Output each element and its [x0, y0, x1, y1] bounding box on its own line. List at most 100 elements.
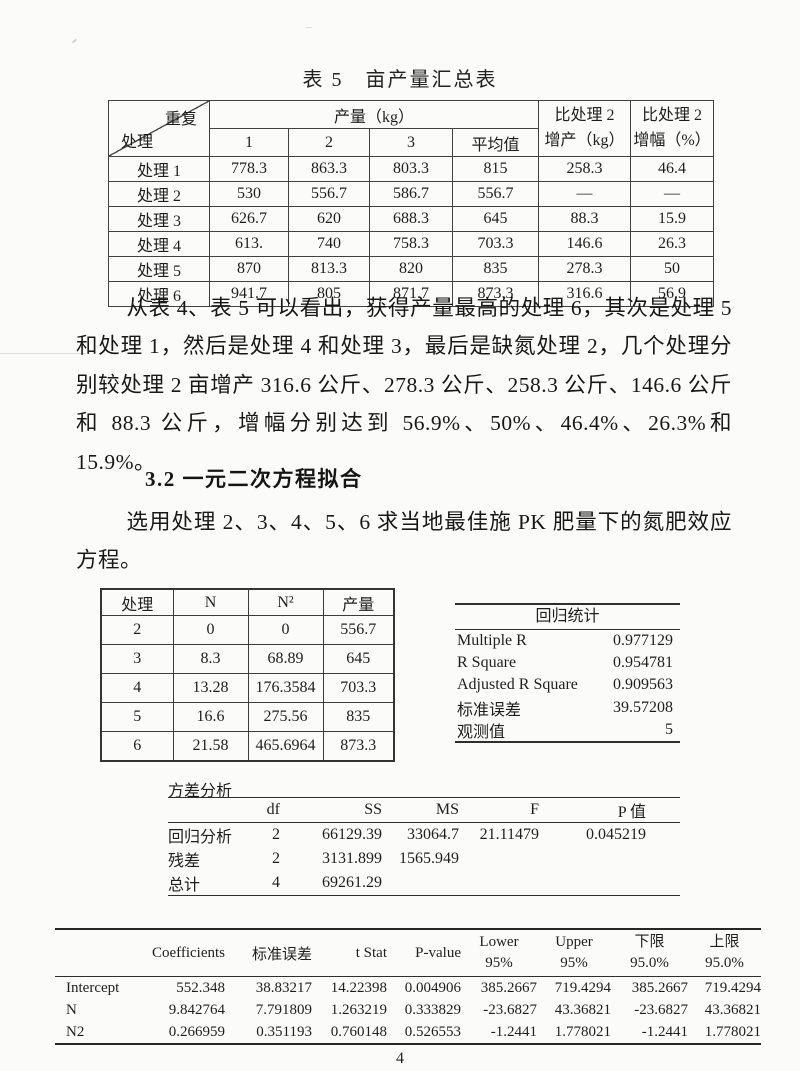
p-header: P 值: [539, 797, 680, 823]
cell: 278.3: [538, 256, 632, 282]
cell: 835: [451, 256, 540, 282]
corner-label-repeat: 重复: [164, 111, 197, 128]
cell: 1.263219: [330, 1001, 387, 1018]
rep2-header: 2: [288, 128, 370, 157]
f-header: F: [459, 797, 539, 823]
cell: 465.6964: [247, 731, 324, 762]
fit-data-table: 处理 N N² 产量 2 0 0 556.7 3 8.3 68.89 645 4…: [100, 588, 395, 762]
page-number: 4: [396, 1050, 404, 1067]
cell: 586.7: [369, 181, 453, 207]
cell: [539, 847, 680, 871]
cell: 88.3: [538, 206, 632, 232]
cell: 620: [288, 206, 370, 232]
lower-95-line2: 95%: [485, 955, 513, 971]
cell: 871.7: [369, 281, 453, 307]
table-row: 2 0 0 556.7: [100, 615, 395, 645]
cell: 43.36821: [554, 1001, 611, 1018]
cell: 275.56: [247, 702, 324, 732]
table-row: 处理 4 613. 740 758.3 703.3 146.6 26.3: [108, 231, 715, 257]
cell: -23.6827: [634, 1001, 688, 1018]
cell: 16.6: [172, 702, 249, 732]
cell: 6: [100, 731, 174, 762]
lower-limit-line2: 95.0%: [630, 955, 669, 971]
anova-table: df SS MS F P 值 回归分析 2 66129.39 33064.7 2…: [168, 797, 680, 896]
cell: 8.3: [172, 644, 249, 674]
row-label: Intercept: [66, 979, 120, 996]
std-error-header: 标准误差: [225, 929, 312, 977]
ms-header: MS: [382, 797, 459, 823]
cell: 870: [209, 256, 289, 282]
cell: -1.2441: [490, 1023, 537, 1040]
table-row: 6 21.58 465.6964 873.3: [100, 731, 395, 762]
cell: 1.778021: [554, 1023, 611, 1040]
stat-value: 0.977129: [613, 632, 673, 650]
empty-header: [55, 929, 135, 977]
scan-speck: [71, 38, 78, 44]
cell: [459, 847, 539, 871]
row-label: 残差: [168, 853, 201, 870]
row-label: N2: [66, 1023, 85, 1040]
cell: 385.2667: [480, 979, 537, 996]
cell: 813.3: [288, 256, 370, 282]
cell: 703.3: [322, 673, 395, 703]
cell: 645: [451, 206, 540, 232]
cell: 3: [100, 644, 174, 674]
stat-label: R Square: [457, 654, 517, 672]
upper-95-line2: 95%: [560, 955, 588, 971]
stat-label: Multiple R: [457, 632, 527, 650]
lower-limit-line1: 下限: [634, 934, 665, 950]
upper-limit-header: 上限 95.0%: [688, 929, 761, 977]
lower-95-line1: Lower: [479, 934, 519, 950]
stat-value: 0.909563: [613, 676, 673, 694]
table-row: 回归分析 2 66129.39 33064.7 21.11479 0.04521…: [168, 823, 680, 848]
t-stat-header: t Stat: [312, 929, 387, 977]
stat-row: Adjusted R Square 0.909563: [455, 674, 680, 696]
stat-row: 观测值 5: [455, 719, 680, 741]
table-row: 处理 5 870 813.3 820 835 278.3 50: [108, 256, 715, 282]
row-label: 回归分析: [168, 829, 233, 846]
cell: 38.83217: [255, 979, 312, 996]
cell: 3131.899: [322, 850, 382, 867]
diagonal-divider: [109, 101, 209, 156]
upper-limit-line1: 上限: [709, 934, 740, 950]
cell: 26.3: [630, 231, 715, 257]
anova-header-row: df SS MS F P 值: [168, 797, 680, 823]
method-paragraph: 选用处理 2、3、4、5、6 求当地最佳施 PK 肥量下的氮肥效应方程。: [76, 510, 732, 573]
cell: 43.36821: [704, 1001, 761, 1018]
cell: 873.3: [322, 731, 395, 762]
scan-speck: [306, 27, 312, 28]
cell: 645: [322, 644, 395, 674]
upper-95-line1: Upper: [555, 934, 593, 950]
analysis-paragraph: 从表 4、表 5 可以看出，获得产量最高的处理 6，其次是处理 5 和处理 1，…: [76, 296, 732, 474]
cell: -1.2441: [641, 1023, 688, 1040]
cell: 14.22398: [330, 979, 387, 996]
table5-percent-header: 比处理 2 增幅（%）: [630, 100, 715, 157]
cell: 556.7: [451, 181, 540, 207]
row-label: 处理 2: [108, 181, 210, 207]
table-row: 处理 3 626.7 620 688.3 645 88.3 15.9: [108, 206, 715, 232]
treatment-header: 处理: [100, 588, 174, 616]
cell: [382, 871, 459, 896]
table-row: N2 0.266959 0.351193 0.760148 0.526553 -…: [55, 1021, 761, 1044]
cell: 1.778021: [704, 1023, 761, 1040]
cell: 46.4: [630, 156, 715, 182]
empty-header: [168, 797, 236, 823]
cell: 556.7: [322, 615, 395, 645]
cell: -23.6827: [483, 1001, 537, 1018]
table-row: 残差 2 3131.899 1565.949: [168, 847, 680, 871]
cell: 719.4294: [704, 979, 761, 996]
cell: 2: [272, 826, 280, 843]
cell: 0.045219: [586, 826, 646, 843]
stat-row: 标准误差 39.57208: [455, 697, 680, 719]
cell: —: [630, 181, 715, 207]
row-label: N: [66, 1001, 77, 1018]
lower-95-header: Lower 95%: [461, 929, 537, 977]
cell: 688.3: [369, 206, 453, 232]
cell: 50: [630, 256, 715, 282]
cell: 2: [272, 850, 280, 867]
table-row: 总计 4 69261.29: [168, 871, 680, 896]
table-row: 5 16.6 275.56 835: [100, 702, 395, 732]
cell: 719.4294: [554, 979, 611, 996]
stat-label: 观测值: [457, 723, 506, 741]
cell: 1565.949: [399, 850, 459, 867]
